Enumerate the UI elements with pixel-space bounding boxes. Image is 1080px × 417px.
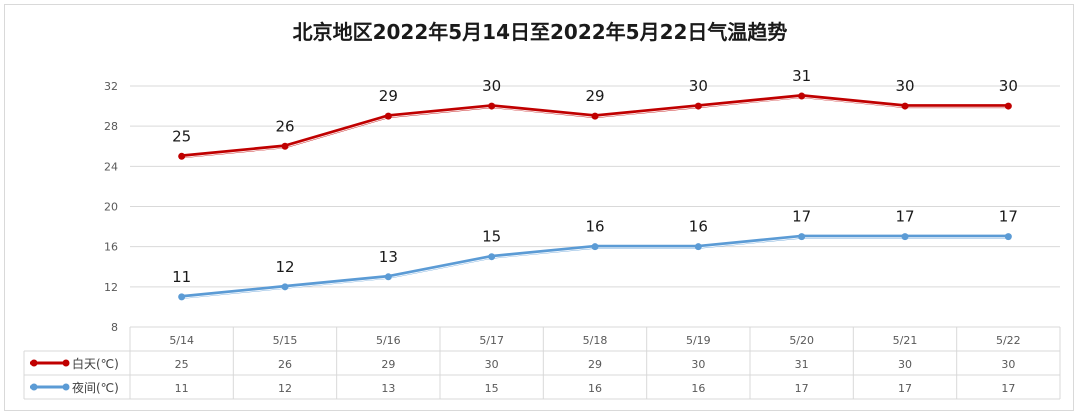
- data-point: [178, 293, 186, 301]
- data-label: 17: [999, 208, 1018, 226]
- chart-frame: [4, 4, 1074, 411]
- x-tick-label: 5/18: [583, 334, 608, 347]
- table-cell: 17: [795, 382, 809, 395]
- x-tick-label: 5/19: [686, 334, 711, 347]
- data-point: [1004, 102, 1012, 110]
- table-cell: 17: [898, 382, 912, 395]
- data-point: [281, 142, 289, 150]
- data-table: 5/14 5/15 5/16 5/17 5/18 5/19 5/20 5/21 5/22 白天(℃…: [23, 326, 1061, 400]
- table-cell: 25: [175, 358, 189, 371]
- y-tick-label: 28: [104, 120, 118, 133]
- y-tick-label: 8: [111, 321, 118, 334]
- data-label: 13: [379, 248, 398, 266]
- legend-marker-point: [30, 359, 38, 367]
- data-label: 11: [172, 268, 191, 286]
- data-label: 30: [482, 77, 501, 95]
- data-point: [901, 102, 909, 110]
- data-labels: 25 26 29 30 29 30 31 30 30 11 12 13 15 16 16 17 17 17: [172, 67, 1018, 286]
- y-tick-label: 24: [104, 160, 118, 173]
- table-cell: 16: [691, 382, 705, 395]
- data-point: [384, 112, 392, 120]
- table-cell: 29: [381, 358, 395, 371]
- data-point: [488, 253, 496, 261]
- table-cell: 16: [588, 382, 602, 395]
- chart-title: 北京地区2022年5月14日至2022年5月22日气温趋势: [292, 20, 788, 44]
- legend-label: 白天(℃): [72, 356, 119, 371]
- data-point: [798, 233, 806, 241]
- x-tick-label: 5/20: [789, 334, 814, 347]
- data-point: [591, 243, 599, 251]
- data-point: [798, 92, 806, 100]
- y-axis-ticks: 8 12 16 20 24 28 32: [104, 80, 118, 334]
- x-tick-label: 5/21: [893, 334, 918, 347]
- data-label: 29: [585, 87, 604, 105]
- data-label: 30: [689, 77, 708, 95]
- data-point: [694, 102, 702, 110]
- table-cell: 30: [485, 358, 499, 371]
- y-tick-label: 12: [104, 281, 118, 294]
- legend-marker-point: [30, 383, 38, 391]
- legend-marker-point: [62, 359, 70, 367]
- table-cell: 11: [175, 382, 189, 395]
- series-lines: [178, 92, 1012, 301]
- data-label: 30: [895, 77, 914, 95]
- table-cell: 30: [1001, 358, 1015, 371]
- data-point: [901, 233, 909, 241]
- data-label: 31: [792, 67, 811, 85]
- data-point: [1004, 233, 1012, 241]
- table-cell: 15: [485, 382, 499, 395]
- data-point: [591, 112, 599, 120]
- y-tick-label: 16: [104, 241, 118, 254]
- table-cell: 26: [278, 358, 292, 371]
- table-cell: 17: [1001, 382, 1015, 395]
- data-label: 16: [689, 218, 708, 236]
- data-point: [178, 152, 186, 160]
- legend-marker-point: [62, 383, 70, 391]
- table-cell: 13: [381, 382, 395, 395]
- data-point: [694, 243, 702, 251]
- data-label: 15: [482, 228, 501, 246]
- x-tick-label: 5/14: [169, 334, 194, 347]
- data-label: 29: [379, 87, 398, 105]
- x-tick-label: 5/16: [376, 334, 401, 347]
- series-line-highlight: [181, 96, 1009, 158]
- legend-label: 夜间(℃): [72, 380, 119, 395]
- data-label: 17: [895, 208, 914, 226]
- data-label: 26: [275, 117, 294, 135]
- data-label: 25: [172, 127, 191, 145]
- data-point: [384, 273, 392, 281]
- x-tick-label: 5/15: [273, 334, 298, 347]
- data-point: [281, 283, 289, 291]
- x-tick-label: 5/22: [996, 334, 1021, 347]
- data-label: 17: [792, 208, 811, 226]
- table-cell: 30: [691, 358, 705, 371]
- x-tick-label: 5/17: [479, 334, 504, 347]
- data-label: 16: [585, 218, 604, 236]
- data-label: 30: [999, 77, 1018, 95]
- table-cell: 30: [898, 358, 912, 371]
- y-tick-label: 20: [104, 201, 118, 214]
- table-cell: 31: [795, 358, 809, 371]
- table-cell: 29: [588, 358, 602, 371]
- table-cell: 12: [278, 382, 292, 395]
- data-point: [488, 102, 496, 110]
- y-tick-label: 32: [104, 80, 118, 93]
- data-label: 12: [275, 258, 294, 276]
